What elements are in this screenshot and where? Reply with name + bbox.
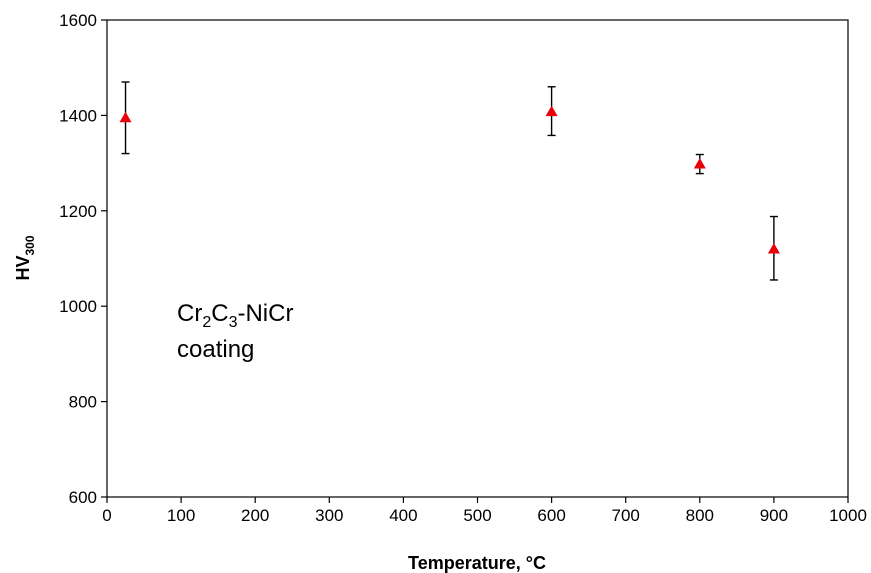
x-tick-label: 500: [463, 506, 491, 525]
x-tick-label: 0: [102, 506, 111, 525]
x-tick-label: 800: [686, 506, 714, 525]
y-axis: 600 800 1000 1200 1400 1600: [59, 11, 107, 507]
annotation-line-2: coating: [177, 336, 254, 363]
y-tick-label: 800: [69, 393, 97, 412]
data-point-marker: [767, 242, 780, 254]
data-series: [119, 81, 780, 281]
x-tick-label: 100: [167, 506, 195, 525]
y-tick-label: 1200: [59, 202, 97, 221]
y-axis-title-subscript: 300: [23, 235, 37, 255]
data-point-marker: [693, 158, 706, 169]
x-tick-label: 900: [760, 506, 788, 525]
x-axis: 0 100 200 300 400 500 600 700 800 900 1000: [102, 497, 867, 525]
annotation-line-1: Cr2C3-NiCr: [177, 300, 293, 331]
y-axis-title-base: HV: [13, 256, 33, 281]
x-axis-title: Temperature, °C: [408, 553, 546, 573]
y-tick-label: 1000: [59, 297, 97, 316]
x-tick-label: 700: [612, 506, 640, 525]
plot-area: [106, 19, 849, 498]
x-tick-label: 400: [389, 506, 417, 525]
data-point-marker: [545, 105, 558, 117]
x-tick-label: 200: [241, 506, 269, 525]
y-tick-label: 1600: [59, 11, 97, 30]
y-tick-label: 600: [69, 488, 97, 507]
y-tick-label: 1400: [59, 106, 97, 125]
x-tick-label: 1000: [829, 506, 867, 525]
data-point-marker: [119, 111, 132, 123]
x-tick-label: 600: [537, 506, 565, 525]
x-tick-label: 300: [315, 506, 343, 525]
y-axis-title: HV300: [13, 235, 37, 280]
